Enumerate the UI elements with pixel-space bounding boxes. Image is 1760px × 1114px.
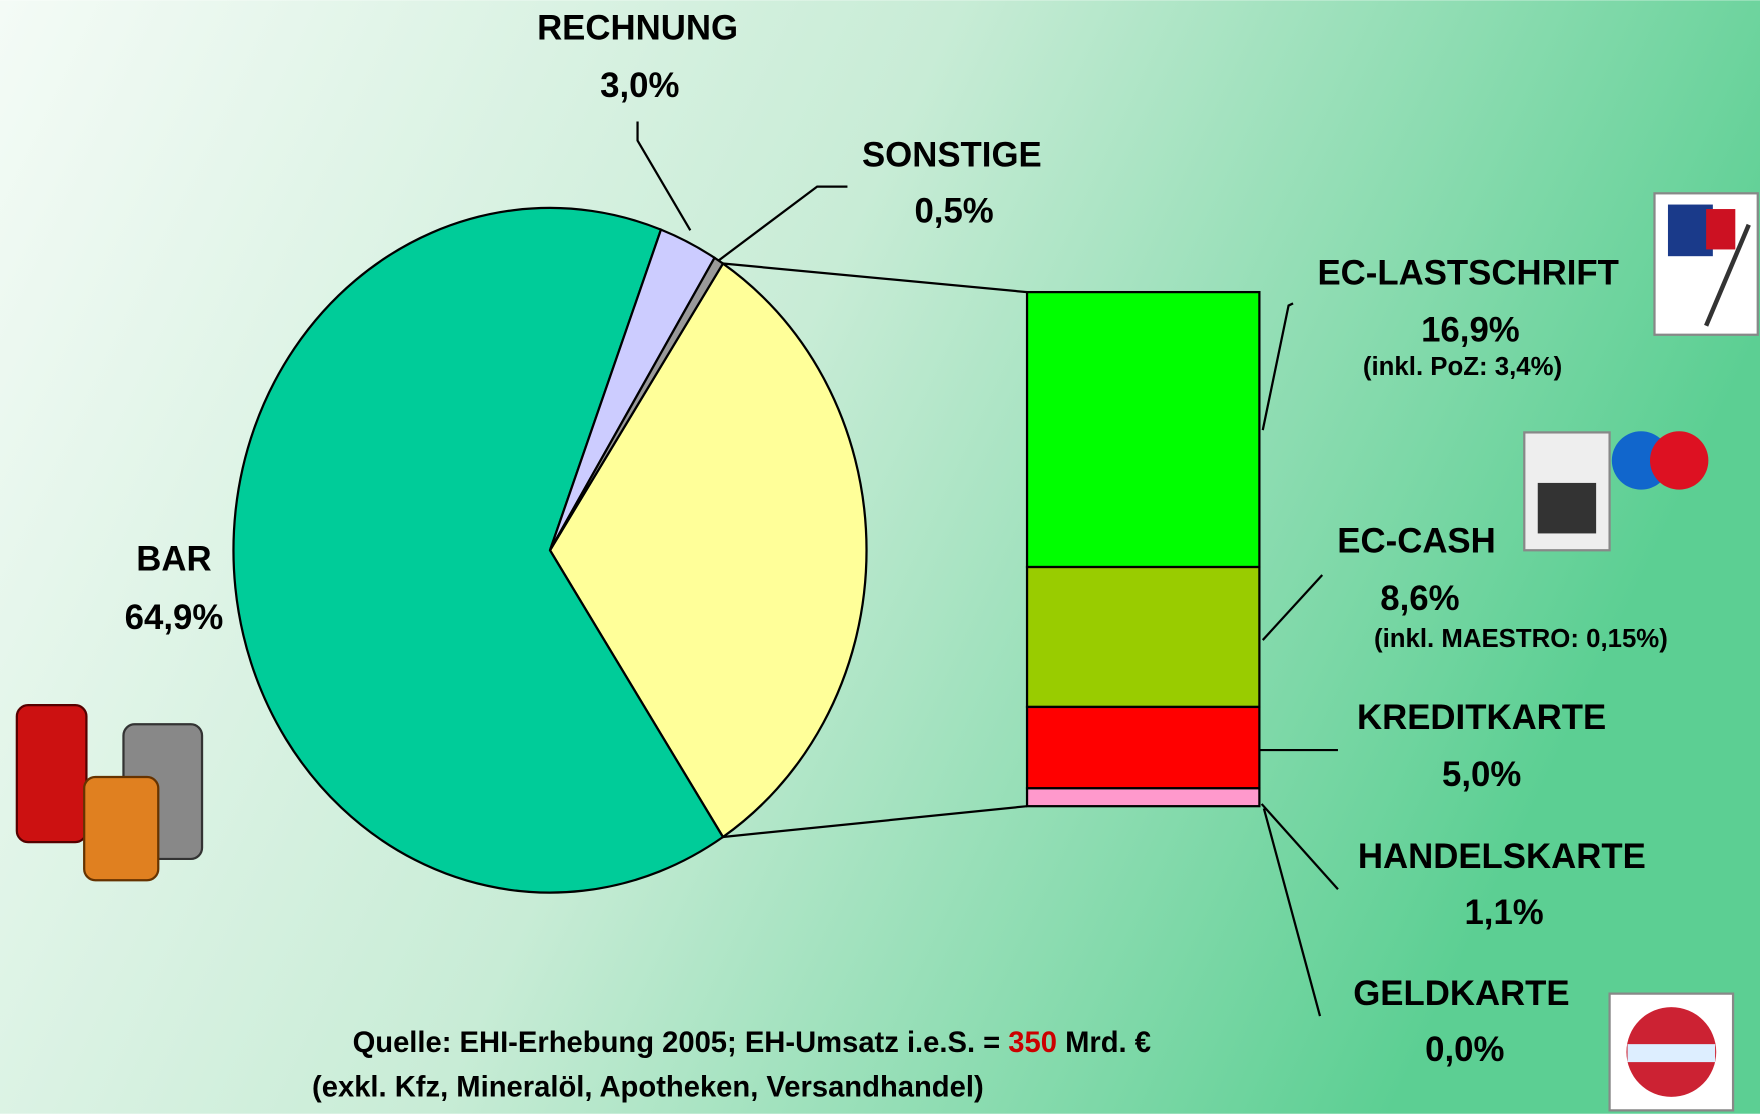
segment-label: HANDELSKARTE (1358, 838, 1646, 876)
source-part: 350 (1008, 1027, 1057, 1059)
geldkarte-logo (1608, 992, 1735, 1112)
ec-logo (1653, 192, 1759, 336)
breakdown-bar (722, 262, 1261, 839)
source-note: (exkl. Kfz, Mineralöl, Apotheken, Versan… (312, 1072, 984, 1104)
bar-segment (1025, 705, 1261, 790)
coins-icon (15, 704, 204, 882)
slice-value: 3,0% (600, 67, 679, 105)
leader-line (636, 121, 692, 231)
segment-value: 0,0% (1425, 1031, 1504, 1069)
pie-slice (548, 261, 868, 839)
segment-value: 16,9% (1421, 312, 1520, 350)
segment-label: EC-LASTSCHRIFT (1317, 254, 1618, 292)
source-part: Mrd. € (1057, 1027, 1151, 1059)
segment-value: 1,1% (1464, 894, 1543, 932)
connector-line (722, 262, 1028, 294)
segment-note: (inkl. PoZ: 3,4%) (1363, 353, 1562, 381)
connector-line (722, 805, 1028, 839)
leader-line (1261, 574, 1324, 641)
segment-value: 5,0% (1442, 756, 1521, 794)
segment-note: (inkl. MAESTRO: 0,15%) (1374, 625, 1668, 653)
ec-cash-logo (1523, 431, 1709, 552)
slice-value: 0,5% (914, 193, 993, 231)
pie-slice (232, 206, 725, 894)
slice-label: RECHNUNG (537, 10, 738, 48)
bar-segment (1025, 565, 1261, 709)
leader-line (717, 185, 848, 262)
source-part: Quelle: EHI-Erhebung 2005; EH-Umsatz i.e… (353, 1027, 1009, 1059)
segment-label: GELDKARTE (1353, 975, 1569, 1013)
leader-line (1262, 808, 1322, 1017)
slice-label: BAR (136, 541, 211, 579)
slice-label: SONSTIGE (862, 137, 1042, 175)
segment-label: KREDITKARTE (1357, 699, 1606, 737)
leader-line (1260, 803, 1339, 890)
leader-line (1261, 302, 1294, 431)
pie (232, 206, 868, 894)
source-note: Quelle: EHI-Erhebung 2005; EH-Umsatz i.e… (312, 1027, 1175, 1059)
bar-segment (1025, 787, 1261, 808)
segment-label: EC-CASH (1337, 523, 1495, 561)
bar-segment (1025, 290, 1261, 569)
slice-value: 64,9% (125, 599, 224, 637)
segment-value: 8,6% (1380, 580, 1459, 618)
